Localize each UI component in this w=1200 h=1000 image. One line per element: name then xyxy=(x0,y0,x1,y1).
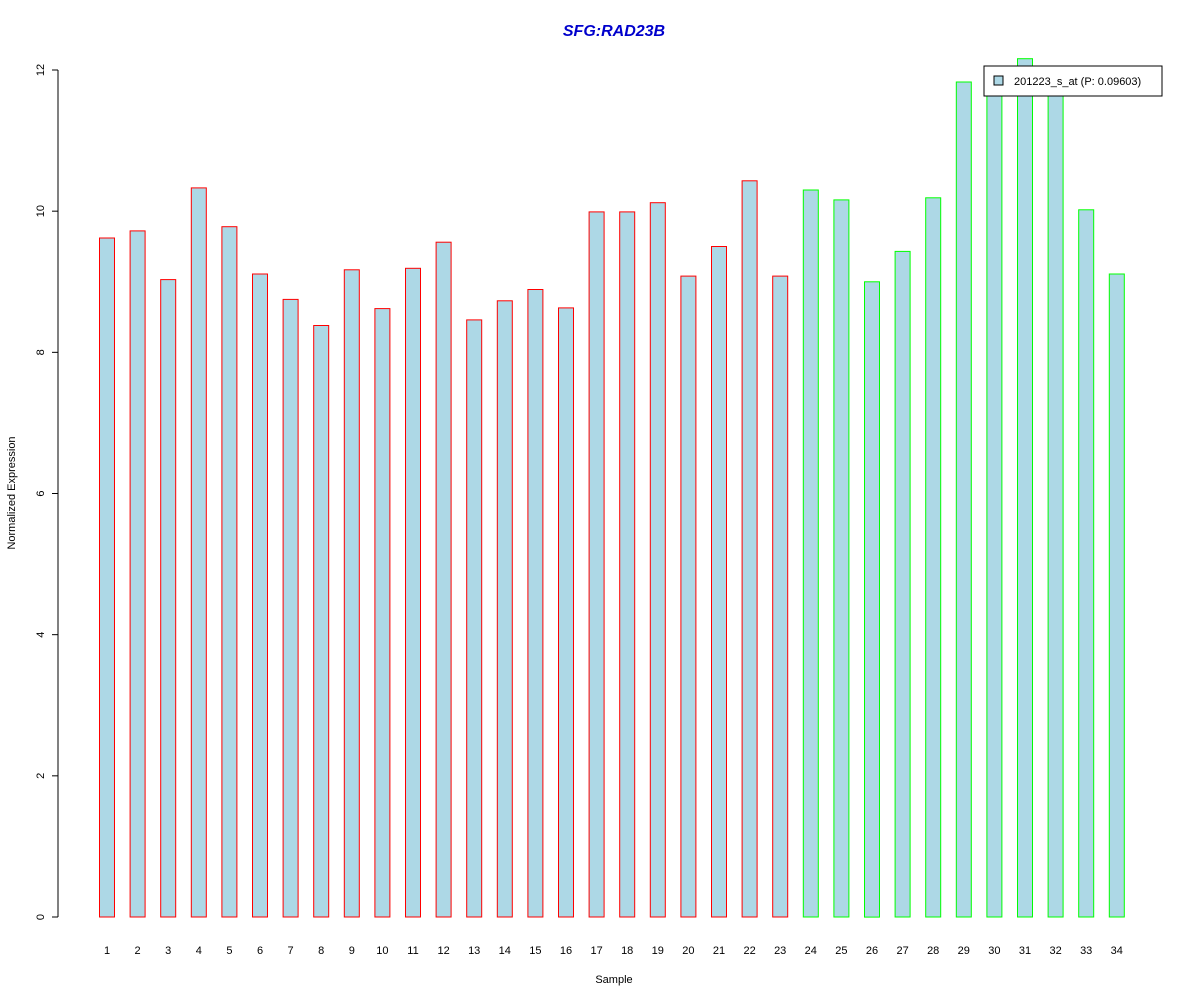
y-tick-label: 6 xyxy=(35,490,47,496)
x-tick-label: 25 xyxy=(835,945,847,957)
bar-sample-9 xyxy=(343,269,360,918)
x-tick-label: 27 xyxy=(896,945,908,957)
x-tick-label: 12 xyxy=(437,945,449,957)
x-tick-label: 32 xyxy=(1049,945,1061,957)
x-tick-label: 11 xyxy=(407,945,418,957)
bar-sample-21 xyxy=(711,246,727,918)
x-tick-label: 1 xyxy=(104,945,110,957)
bar-sample-30 xyxy=(986,87,1003,918)
bar-sample-7 xyxy=(282,298,299,918)
bar-sample-33 xyxy=(1078,209,1095,918)
x-tick-label: 2 xyxy=(135,945,141,957)
x-tick-label: 26 xyxy=(866,945,878,957)
y-tick-label: 10 xyxy=(35,205,47,217)
y-tick-label: 8 xyxy=(35,349,47,355)
bar-sample-27 xyxy=(894,250,911,918)
bar-sample-2 xyxy=(129,230,146,918)
x-tick-label: 6 xyxy=(257,945,263,957)
x-tick-label: 14 xyxy=(499,945,511,957)
legend: 201223_s_at (P: 0.09603) xyxy=(983,65,1163,97)
x-tick-label: 28 xyxy=(927,945,939,957)
bar-sample-12 xyxy=(435,241,452,918)
y-tick-label: 12 xyxy=(35,64,47,76)
bar-sample-20 xyxy=(680,275,697,918)
x-tick-label: 7 xyxy=(288,945,294,957)
bar-sample-26 xyxy=(864,281,880,918)
bar-sample-14 xyxy=(496,300,513,918)
y-tick-label: 2 xyxy=(35,773,47,779)
bar-sample-1 xyxy=(99,237,115,918)
bar-sample-3 xyxy=(160,279,177,918)
bars xyxy=(99,58,1125,918)
bar-sample-29 xyxy=(955,81,972,918)
y-tick-label: 4 xyxy=(35,632,47,638)
x-tick-label: 3 xyxy=(165,945,171,957)
x-tick-label: 29 xyxy=(958,945,970,957)
bar-sample-32 xyxy=(1047,83,1064,918)
x-tick-label: 21 xyxy=(713,945,725,957)
x-tick-label: 4 xyxy=(196,945,202,957)
x-tick-label: 15 xyxy=(529,945,541,957)
bar-sample-34 xyxy=(1108,273,1125,918)
y-axis-label: Normalized Expression xyxy=(6,436,18,549)
bar-sample-24 xyxy=(802,189,819,918)
bar-sample-22 xyxy=(741,180,758,918)
chart-title: SFG:RAD23B xyxy=(563,23,665,40)
x-tick-label: 24 xyxy=(805,945,817,957)
legend-box xyxy=(983,65,1163,97)
bar-sample-13 xyxy=(466,319,483,918)
bar-sample-6 xyxy=(252,273,268,918)
bar-sample-28 xyxy=(925,197,942,918)
bar-sample-4 xyxy=(190,187,207,918)
x-tick-label: 5 xyxy=(226,945,232,957)
x-tick-label: 34 xyxy=(1111,945,1123,957)
bar-sample-19 xyxy=(649,202,666,918)
bar-sample-31 xyxy=(1017,58,1033,918)
x-axis-label: Sample xyxy=(595,974,632,986)
bar-sample-23 xyxy=(772,275,789,918)
bar-sample-8 xyxy=(313,325,330,918)
legend-swatch xyxy=(993,75,1004,86)
x-axis-ticks: 1 2 3 4 5 6 7 8 9 10 11 12 13 14 15 16 17 18 19 20 21 22 23 24 2… xyxy=(104,945,1123,957)
x-tick-label: 31 xyxy=(1019,945,1031,957)
x-tick-label: 16 xyxy=(560,945,572,957)
x-tick-label: 13 xyxy=(468,945,480,957)
x-tick-label: 10 xyxy=(376,945,388,957)
x-tick-label: 33 xyxy=(1080,945,1092,957)
bar-sample-15 xyxy=(527,289,544,918)
bar-sample-18 xyxy=(619,211,636,918)
bar-sample-10 xyxy=(374,308,391,918)
bar-sample-17 xyxy=(588,211,605,918)
legend-label: 201223_s_at (P: 0.09603) xyxy=(1014,76,1141,88)
bar-sample-11 xyxy=(405,267,421,918)
x-tick-label: 8 xyxy=(318,945,324,957)
x-tick-label: 9 xyxy=(349,945,355,957)
x-tick-label: 22 xyxy=(743,945,755,957)
bar-sample-25 xyxy=(833,199,850,918)
x-tick-label: 19 xyxy=(652,945,664,957)
y-tick-label: 0 xyxy=(35,914,47,920)
x-tick-label: 30 xyxy=(988,945,1000,957)
x-tick-label: 18 xyxy=(621,945,633,957)
bar-sample-5 xyxy=(221,226,238,918)
x-tick-label: 23 xyxy=(774,945,786,957)
x-tick-label: 20 xyxy=(682,945,694,957)
bar-sample-16 xyxy=(558,307,574,918)
y-axis: 0 2 4 6 8 10 12 xyxy=(35,64,59,920)
x-tick-label: 17 xyxy=(590,945,602,957)
